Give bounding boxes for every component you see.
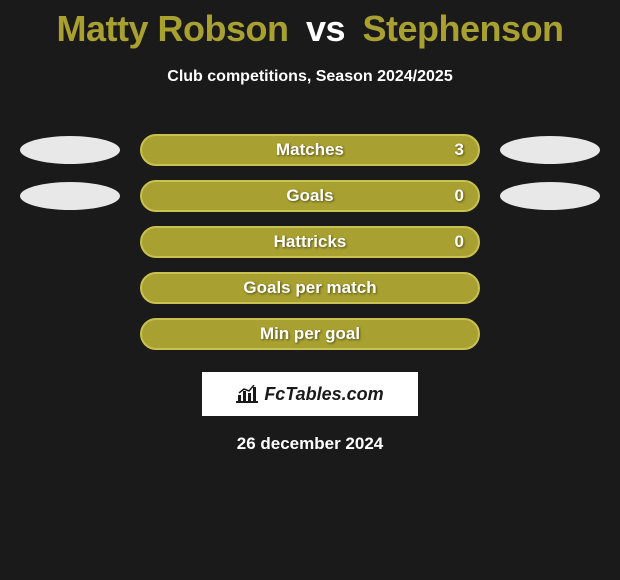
- ellipse-spacer: [20, 274, 120, 302]
- stat-bar: Goals 0: [140, 180, 480, 212]
- fctables-logo[interactable]: FcTables.com: [202, 372, 418, 416]
- stat-label: Matches: [276, 140, 344, 160]
- stat-row: Min per goal: [0, 318, 620, 350]
- player1-name: Matty Robson: [56, 8, 288, 49]
- stat-bar: Min per goal: [140, 318, 480, 350]
- stat-row: Goals 0: [0, 180, 620, 212]
- stat-value: 3: [455, 140, 464, 160]
- logo-text: FcTables.com: [264, 384, 383, 405]
- player2-name: Stephenson: [363, 8, 564, 49]
- stat-label: Hattricks: [274, 232, 347, 252]
- ellipse-spacer: [500, 320, 600, 348]
- vs-separator: vs: [306, 8, 345, 49]
- player2-stat-ellipse: [500, 182, 600, 210]
- stat-row: Matches 3: [0, 134, 620, 166]
- stat-label: Goals per match: [243, 278, 376, 298]
- player1-stat-ellipse: [20, 182, 120, 210]
- season-subtitle: Club competitions, Season 2024/2025: [0, 68, 620, 86]
- generation-date: 26 december 2024: [0, 434, 620, 454]
- stat-label: Goals: [286, 186, 333, 206]
- stat-row: Hattricks 0: [0, 226, 620, 258]
- ellipse-spacer: [500, 274, 600, 302]
- chart-icon: [236, 385, 258, 403]
- stat-bar: Hattricks 0: [140, 226, 480, 258]
- ellipse-spacer: [20, 228, 120, 256]
- player2-stat-ellipse: [500, 136, 600, 164]
- comparison-title: Matty Robson vs Stephenson: [0, 0, 620, 50]
- stat-row: Goals per match: [0, 272, 620, 304]
- stat-bar: Goals per match: [140, 272, 480, 304]
- ellipse-spacer: [500, 228, 600, 256]
- ellipse-spacer: [20, 320, 120, 348]
- stat-bar: Matches 3: [140, 134, 480, 166]
- stats-container: Matches 3 Goals 0 Hattricks 0 Goals per match M…: [0, 134, 620, 350]
- stat-value: 0: [455, 232, 464, 252]
- player1-stat-ellipse: [20, 136, 120, 164]
- stat-value: 0: [455, 186, 464, 206]
- stat-label: Min per goal: [260, 324, 360, 344]
